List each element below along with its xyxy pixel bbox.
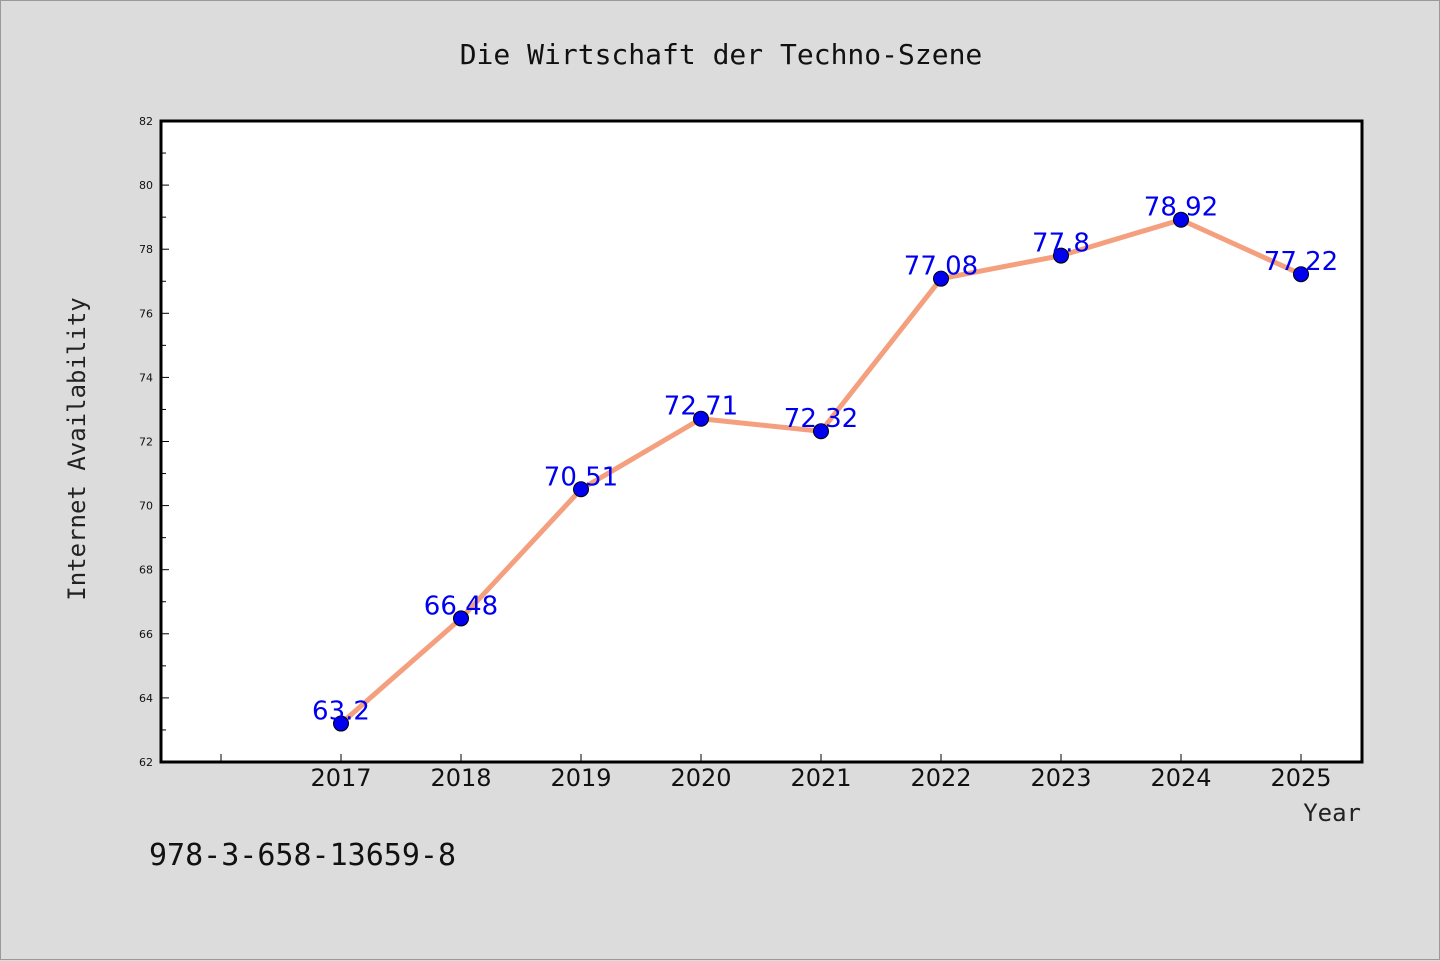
y-axis-label: Internet Availability: [63, 297, 91, 600]
x-axis-ticks: 2017 2018 2019 2020 2021 2022 2023 2024 2025: [220, 754, 1332, 792]
x-tick-label: 2024: [1150, 764, 1211, 792]
data-label: 63.2: [312, 697, 370, 727]
data-label: 77.22: [1264, 247, 1338, 277]
data-label: 77.8: [1032, 229, 1090, 259]
data-label: 66.48: [424, 591, 498, 621]
data-point: [693, 410, 709, 427]
data-point: [933, 270, 949, 287]
y-tick-label: 64: [139, 692, 153, 705]
y-tick-label: 78: [139, 243, 153, 256]
data-point: [453, 610, 469, 627]
y-tick-label: 82: [139, 115, 153, 128]
y-tick-label: 68: [139, 564, 153, 577]
data-point: [333, 715, 349, 732]
data-label: 77.08: [904, 252, 978, 282]
data-label: 70.51: [544, 462, 618, 492]
y-tick-label: 74: [139, 371, 153, 384]
data-point: [813, 423, 829, 440]
data-point: [573, 481, 589, 498]
x-tick-label: 2019: [550, 764, 611, 792]
data-point: [1053, 247, 1069, 264]
data-point: [1293, 266, 1309, 283]
data-label: 72.32: [784, 404, 858, 434]
x-tick-label: 2022: [910, 764, 971, 792]
chart-title: Die Wirtschaft der Techno-Szene: [460, 38, 983, 71]
x-tick-label: 2020: [670, 764, 731, 792]
data-label: 78.92: [1144, 193, 1218, 223]
y-tick-label: 62: [139, 756, 153, 769]
x-tick-label: 2021: [790, 764, 851, 792]
y-tick-label: 76: [139, 307, 153, 320]
y-tick-label: 66: [139, 628, 153, 641]
isbn-text: 978-3-658-13659-8: [149, 838, 456, 873]
y-tick-label: 72: [139, 436, 153, 449]
x-axis-label: Year: [1303, 799, 1361, 827]
x-tick-label: 2025: [1270, 764, 1331, 792]
x-tick-label: 2018: [430, 764, 491, 792]
x-tick-label: 2017: [310, 764, 371, 792]
data-label: 72.71: [664, 392, 738, 422]
series-markers-group: [333, 211, 1309, 732]
data-point: [1173, 211, 1189, 228]
data-labels-group: 63.2 66.48 70.51 72.71 72.32 77.08 77.8 78.92 77…: [312, 193, 1338, 727]
y-axis-ticks: 62 64 66 68 70 72 74 76 78 80 82: [139, 115, 169, 769]
y-tick-label: 80: [139, 179, 153, 192]
y-tick-label: 70: [139, 500, 153, 513]
x-tick-label: 2023: [1030, 764, 1091, 792]
